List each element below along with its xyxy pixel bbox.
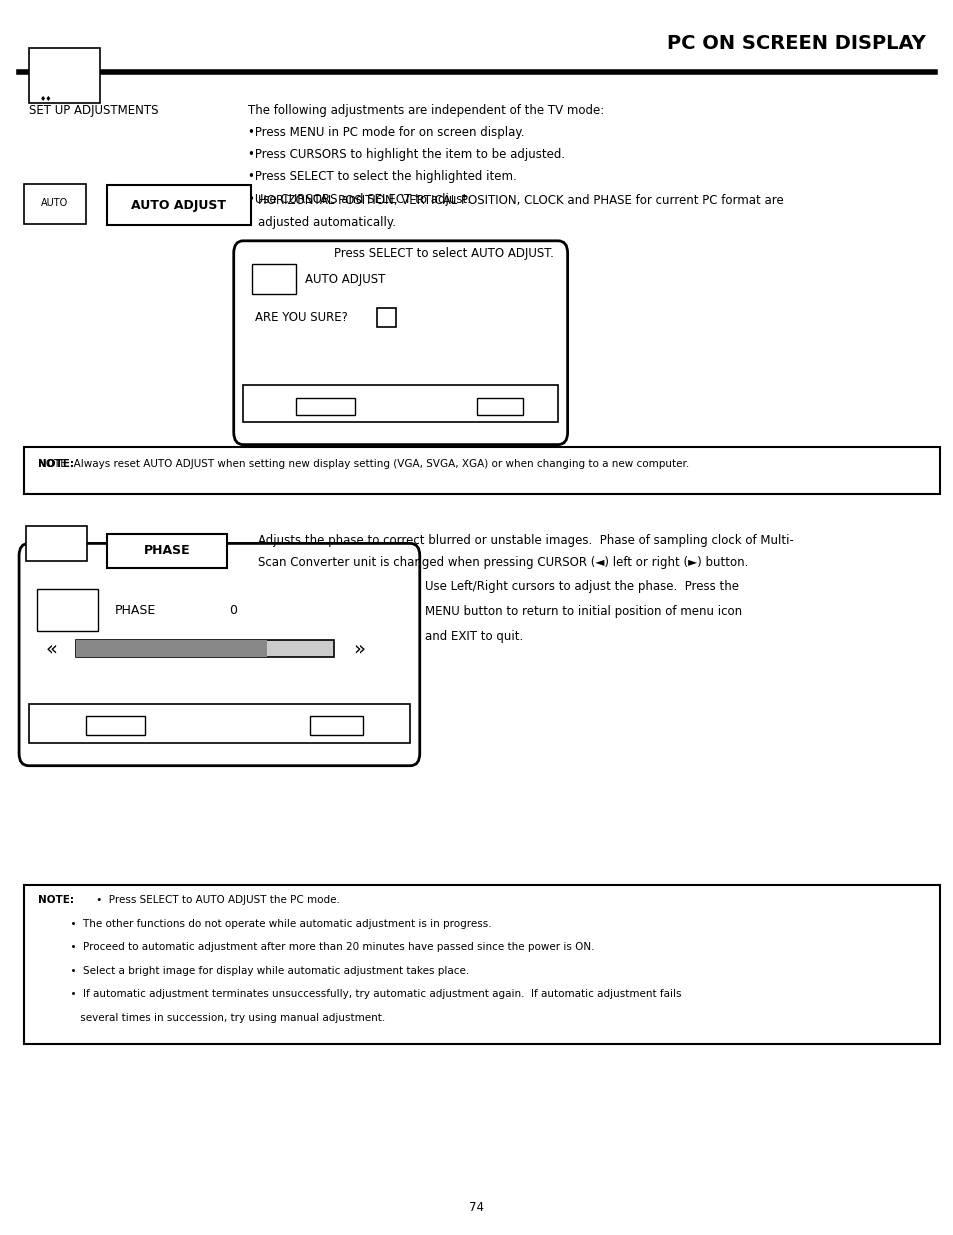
Text: AUTO: AUTO [41, 198, 69, 207]
Text: The following adjustments are independent of the TV mode:: The following adjustments are independen… [248, 104, 603, 117]
Bar [67, 88, 81, 100]
Text: AUTO ADJUST: AUTO ADJUST [305, 273, 385, 285]
Text: M E N U: M E N U [310, 401, 340, 411]
FancyBboxPatch shape [24, 184, 86, 224]
Text: HORIZONTAL POSITION, VERTICAL POSITION, CLOCK and PHASE for current PC format ar: HORIZONTAL POSITION, VERTICAL POSITION, … [257, 194, 782, 207]
Bar [76, 640, 334, 657]
Text: E X I T: E X I T [323, 720, 348, 730]
Text: ►: ► [274, 399, 282, 409]
Bar [29, 704, 410, 743]
Text: •Press SELECT to select the highlighted item.: •Press SELECT to select the highlighted … [248, 170, 517, 184]
Text: •Use CURSORS and SELECT to adjust.: •Use CURSORS and SELECT to adjust. [248, 193, 471, 206]
Text: •  Proceed to automatic adjustment after more than 20 minutes have passed since : • Proceed to automatic adjustment after … [38, 942, 594, 952]
Text: NOTE:: NOTE: [38, 459, 74, 469]
Text: and EXIT to quit.: and EXIT to quit. [424, 630, 522, 643]
Bar [76, 640, 267, 657]
Text: MENU button to return to initial position of menu icon: MENU button to return to initial positio… [424, 605, 740, 619]
FancyBboxPatch shape [24, 885, 939, 1044]
Text: Scan Converter unit is changed when pressing CURSOR (◄) left or right (►) button: Scan Converter unit is changed when pres… [257, 556, 747, 569]
Text: ►: ► [67, 719, 75, 729]
FancyBboxPatch shape [19, 543, 419, 766]
Text: »: » [353, 638, 365, 658]
Text: •  If automatic adjustment terminates unsuccessfully, try automatic adjustment a: • If automatic adjustment terminates uns… [38, 989, 681, 999]
Text: NOTE:: NOTE: [38, 895, 74, 905]
Text: T O  Q U I T: T O Q U I T [479, 412, 519, 419]
Text: several times in succession, try using manual adjustment.: several times in succession, try using m… [38, 1013, 385, 1023]
Bar [33, 70, 52, 80]
Text: T O  M E N U: T O M E N U [93, 732, 137, 739]
Text: AUTO ADJUST: AUTO ADJUST [132, 199, 226, 211]
FancyBboxPatch shape [37, 589, 98, 631]
Text: 0: 0 [229, 604, 236, 616]
Text: ◄: ◄ [40, 719, 49, 729]
Bar [476, 398, 522, 415]
Text: ♦♦: ♦♦ [40, 96, 52, 103]
Bar [57, 70, 91, 80]
Text: •  The other functions do not operate while automatic adjustment is in progress.: • The other functions do not operate whi… [38, 919, 491, 929]
Text: T O  Q U I T: T O Q U I T [315, 732, 355, 739]
Text: ◄: ◄ [254, 399, 263, 409]
Text: PHASE: PHASE [114, 604, 155, 616]
FancyBboxPatch shape [107, 185, 251, 225]
FancyBboxPatch shape [29, 48, 100, 103]
Bar [376, 308, 395, 327]
Text: •Press MENU in PC mode for on screen display.: •Press MENU in PC mode for on screen dis… [248, 126, 524, 140]
Bar [33, 58, 52, 68]
Text: •  Select a bright image for display while automatic adjustment takes place.: • Select a bright image for display whil… [38, 966, 469, 976]
Text: •  Press SELECT to AUTO ADJUST the PC mode.: • Press SELECT to AUTO ADJUST the PC mod… [93, 895, 340, 905]
Text: T O  M E N U: T O M E N U [303, 412, 347, 419]
Bar [295, 398, 355, 415]
Text: PC ON SCREEN DISPLAY: PC ON SCREEN DISPLAY [666, 33, 924, 53]
Text: NOTE: Always reset AUTO ADJUST when setting new display setting (VGA, SVGA, XGA): NOTE: Always reset AUTO ADJUST when sett… [38, 459, 689, 469]
FancyBboxPatch shape [26, 526, 87, 561]
Text: Adjusts the phase to correct blurred or unstable images.  Phase of sampling cloc: Adjusts the phase to correct blurred or … [257, 534, 793, 547]
FancyBboxPatch shape [24, 447, 939, 494]
Text: E X I T: E X I T [487, 401, 512, 411]
Bar [57, 58, 91, 68]
Bar [243, 385, 558, 422]
Text: •Press CURSORS to highlight the item to be adjusted.: •Press CURSORS to highlight the item to … [248, 148, 564, 162]
Text: M E N U: M E N U [100, 720, 131, 730]
FancyBboxPatch shape [252, 264, 295, 294]
FancyBboxPatch shape [107, 534, 227, 568]
Text: PHASE: PHASE [144, 545, 190, 557]
Text: SET UP ADJUSTMENTS: SET UP ADJUSTMENTS [29, 104, 158, 117]
FancyBboxPatch shape [233, 241, 567, 445]
Text: ARE YOU SURE?: ARE YOU SURE? [254, 311, 347, 324]
Text: Use Left/Right cursors to adjust the phase.  Press the: Use Left/Right cursors to adjust the pha… [424, 580, 738, 594]
Text: «: « [46, 638, 58, 658]
Text: Press SELECT to select AUTO ADJUST.: Press SELECT to select AUTO ADJUST. [334, 247, 553, 261]
Text: 74: 74 [469, 1202, 484, 1214]
Text: adjusted automatically.: adjusted automatically. [257, 216, 395, 230]
Text: AUTO: AUTO [261, 274, 286, 284]
Bar [310, 716, 362, 735]
Bar [86, 716, 145, 735]
